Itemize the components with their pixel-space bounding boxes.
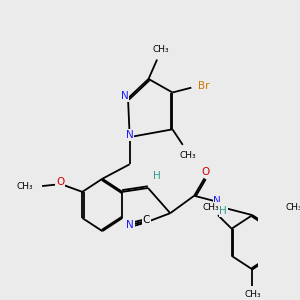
Text: N: N [121, 92, 128, 101]
Text: CH₃: CH₃ [203, 203, 219, 212]
Text: H: H [219, 206, 227, 216]
Text: H: H [153, 171, 160, 182]
Text: N: N [213, 196, 221, 206]
Text: CH₃: CH₃ [17, 182, 34, 190]
Text: N: N [126, 220, 134, 230]
Text: Br: Br [197, 81, 209, 91]
Text: C: C [142, 215, 150, 225]
Text: N: N [126, 130, 134, 140]
Text: CH₃: CH₃ [152, 45, 169, 54]
Text: CH₃: CH₃ [244, 290, 261, 299]
Text: O: O [56, 177, 64, 187]
Text: O: O [201, 167, 209, 176]
Text: CH₃: CH₃ [180, 151, 196, 160]
Text: CH₃: CH₃ [285, 203, 300, 212]
